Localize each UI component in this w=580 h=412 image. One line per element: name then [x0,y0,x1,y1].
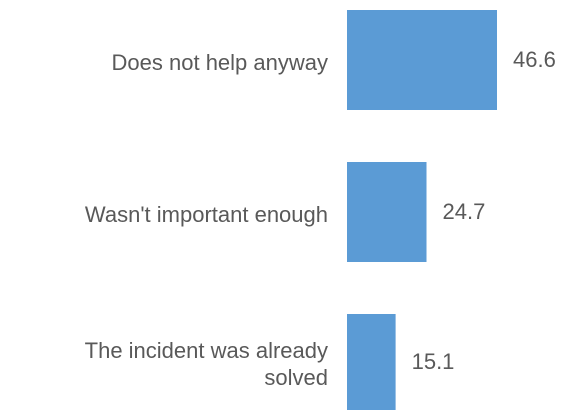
bar-1 [347,162,427,262]
category-label-0: Does not help anyway [111,49,328,75]
category-label-2: The incident was already solved [84,338,328,390]
data-label-0: 46.6 [513,47,556,72]
data-label-1: 24.7 [443,199,486,224]
bar-0 [347,10,497,110]
bar-2 [347,314,396,410]
category-label-1: Wasn't important enough [84,201,328,227]
data-label-2: 15.1 [412,349,455,374]
